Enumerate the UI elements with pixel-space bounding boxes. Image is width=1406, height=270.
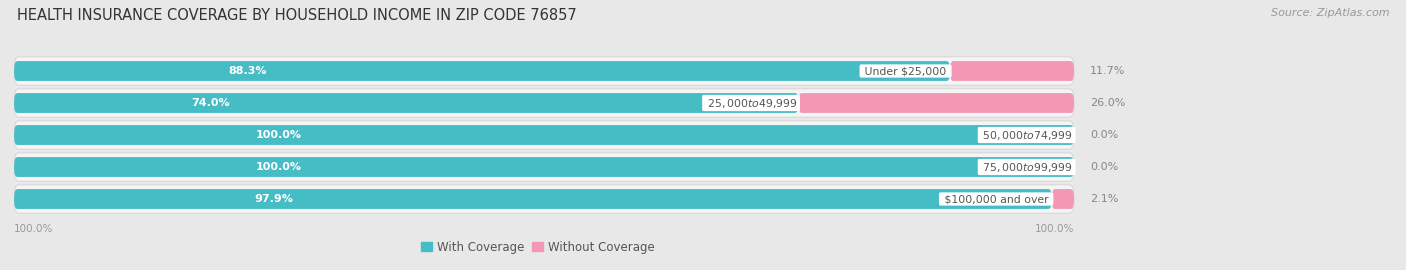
FancyBboxPatch shape (14, 93, 799, 113)
FancyBboxPatch shape (14, 157, 1074, 177)
FancyBboxPatch shape (14, 89, 1074, 117)
FancyBboxPatch shape (14, 189, 1052, 209)
Text: 26.0%: 26.0% (1090, 98, 1125, 108)
Text: 74.0%: 74.0% (191, 98, 229, 108)
FancyBboxPatch shape (1052, 189, 1074, 209)
Text: Under $25,000: Under $25,000 (862, 66, 950, 76)
Text: $25,000 to $49,999: $25,000 to $49,999 (704, 96, 799, 110)
FancyBboxPatch shape (950, 61, 1074, 81)
Text: 0.0%: 0.0% (1090, 162, 1118, 172)
Text: $100,000 and over: $100,000 and over (941, 194, 1052, 204)
FancyBboxPatch shape (14, 61, 950, 81)
Text: Source: ZipAtlas.com: Source: ZipAtlas.com (1271, 8, 1389, 18)
FancyBboxPatch shape (14, 153, 1074, 181)
Text: 11.7%: 11.7% (1090, 66, 1125, 76)
FancyBboxPatch shape (799, 93, 1074, 113)
Text: 0.0%: 0.0% (1090, 130, 1118, 140)
Text: $75,000 to $99,999: $75,000 to $99,999 (980, 160, 1074, 174)
Text: 2.1%: 2.1% (1090, 194, 1118, 204)
Text: 100.0%: 100.0% (256, 162, 302, 172)
FancyBboxPatch shape (14, 57, 1074, 85)
Text: 100.0%: 100.0% (1035, 224, 1074, 234)
Text: 88.3%: 88.3% (229, 66, 267, 76)
Legend: With Coverage, Without Coverage: With Coverage, Without Coverage (420, 241, 655, 254)
Text: HEALTH INSURANCE COVERAGE BY HOUSEHOLD INCOME IN ZIP CODE 76857: HEALTH INSURANCE COVERAGE BY HOUSEHOLD I… (17, 8, 576, 23)
Text: 97.9%: 97.9% (254, 194, 292, 204)
Text: $50,000 to $74,999: $50,000 to $74,999 (980, 129, 1074, 141)
FancyBboxPatch shape (14, 125, 1074, 145)
FancyBboxPatch shape (14, 121, 1074, 149)
FancyBboxPatch shape (14, 185, 1074, 213)
Text: 100.0%: 100.0% (256, 130, 302, 140)
Text: 100.0%: 100.0% (14, 224, 53, 234)
